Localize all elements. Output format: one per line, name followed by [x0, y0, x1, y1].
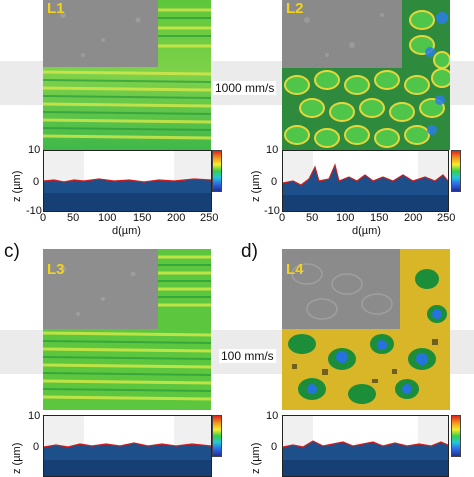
- ytick-l3-mid: 0: [33, 441, 40, 453]
- xtick-l2-0: 0: [279, 212, 286, 224]
- ytick-l4-top: 10: [266, 410, 279, 422]
- panel-label-l2: L2: [286, 0, 304, 17]
- profile-plot-l1: [43, 150, 212, 212]
- surface-map-l2: L2: [282, 0, 450, 150]
- ylabel-l2: z (µm): [250, 170, 262, 202]
- surface-map-l3: L3: [43, 249, 211, 410]
- ytick-l4-mid: 0: [271, 441, 278, 453]
- xtick-l1-200: 200: [167, 212, 186, 224]
- sem-inset-l2: [282, 0, 402, 68]
- ytick-l1-bot: -10: [26, 205, 42, 217]
- sem-inset-l3: [43, 249, 158, 329]
- sem-inset-l4: [282, 249, 400, 329]
- xtick-l1-150: 150: [133, 212, 152, 224]
- xtick-l1-50: 50: [67, 212, 80, 224]
- colorbar-l4: [451, 415, 461, 457]
- ytick-l2-top: 10: [266, 144, 279, 156]
- ytick-l2-mid: 0: [271, 176, 278, 188]
- ytick-l1-mid: 0: [33, 176, 40, 188]
- xlabel-l2: d(µm): [352, 225, 381, 237]
- speed-label-top: 1000 mm/s: [213, 81, 277, 95]
- colorbar-l1: [212, 150, 222, 192]
- profile-plot-l3: [43, 415, 212, 477]
- colorbar-l2: [451, 150, 461, 192]
- panel-letter-d: d): [241, 241, 258, 262]
- xtick-l2-50: 50: [306, 212, 319, 224]
- ytick-l3-top: 10: [28, 410, 41, 422]
- surface-map-l4: L4: [282, 249, 450, 410]
- profile-plot-l2: [282, 150, 449, 212]
- xtick-l2-250: 250: [437, 212, 456, 224]
- colorbar-l3: [212, 415, 222, 457]
- ytick-l2-bot: -10: [264, 205, 280, 217]
- xtick-l2-150: 150: [370, 212, 389, 224]
- ytick-l1-top: 10: [28, 144, 41, 156]
- panel-label-l3: L3: [47, 261, 65, 278]
- xtick-l2-200: 200: [404, 212, 423, 224]
- profile-plot-l4: [282, 415, 449, 477]
- xtick-l1-100: 100: [98, 212, 117, 224]
- ylabel-l4: z (µm): [250, 442, 262, 474]
- panel-label-l4: L4: [286, 261, 304, 278]
- speed-label-bottom: 100 mm/s: [219, 349, 276, 363]
- ylabel-l3: z (µm): [11, 442, 23, 474]
- xlabel-l1: d(µm): [112, 225, 141, 237]
- xtick-l1-0: 0: [40, 212, 47, 224]
- ylabel-l1: z (µm): [11, 170, 23, 202]
- panel-label-l1: L1: [47, 0, 65, 17]
- xtick-l2-100: 100: [336, 212, 355, 224]
- panel-letter-c: c): [4, 241, 20, 262]
- sem-inset-l1: [43, 0, 158, 67]
- xtick-l1-250: 250: [200, 212, 219, 224]
- surface-map-l3-stripes: [43, 249, 211, 410]
- surface-map-l1: L1: [43, 0, 211, 150]
